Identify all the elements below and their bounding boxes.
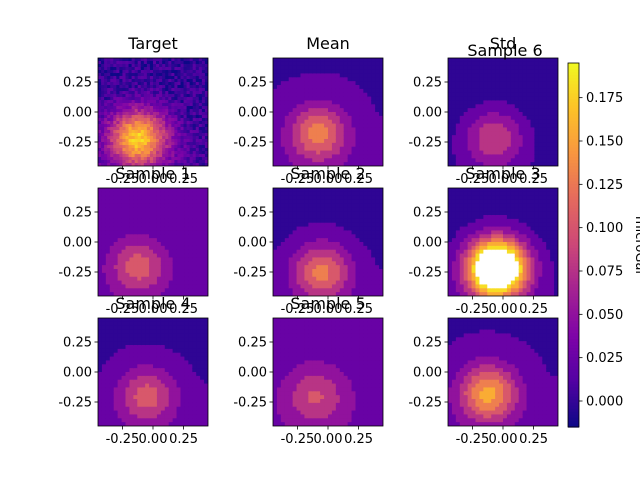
y-tick-label: 0.00 bbox=[413, 236, 442, 251]
x-tick-label: -0.25 bbox=[281, 432, 315, 447]
y-tick-label: 0.25 bbox=[238, 76, 267, 91]
y-tick-label: 0.25 bbox=[238, 336, 267, 351]
x-tick-label: 0.00 bbox=[139, 172, 168, 187]
x-tick-label: -0.25 bbox=[106, 302, 140, 317]
subplot-title: Mean bbox=[306, 34, 350, 53]
subplot-grid: 0.250.00-0.25-0.25 0.00 0.25Target0.250.00… bbox=[58, 34, 559, 447]
subplot-overlay-title: Sample 6 bbox=[467, 41, 542, 60]
x-tick-label: 0.25 bbox=[344, 172, 373, 187]
x-tick-label: -0.25 bbox=[106, 432, 140, 447]
x-tick-label: -0.25 bbox=[281, 172, 315, 187]
y-tick-label: 0.00 bbox=[413, 106, 442, 121]
x-tick-label: -0.25 bbox=[106, 172, 140, 187]
colorbar-tick-label: 0.025 bbox=[586, 351, 623, 366]
y-tick-label: -0.25 bbox=[58, 266, 92, 281]
x-tick-label: 0.25 bbox=[344, 432, 373, 447]
x-tick-label: 0.00 bbox=[489, 302, 518, 317]
y-tick-label: 0.00 bbox=[63, 366, 92, 381]
colorbar-tick-label: 0.000 bbox=[586, 395, 623, 410]
y-tick-label: 0.25 bbox=[63, 336, 92, 351]
subplot-title: Target bbox=[127, 34, 178, 53]
subplot-panel-9: 0.250.00-0.25-0.25 0.00 0.25 bbox=[408, 317, 559, 447]
heatmap-field bbox=[273, 188, 383, 296]
x-tick-label: -0.25 bbox=[456, 302, 490, 317]
x-tick-label: 0.25 bbox=[519, 172, 548, 187]
y-tick-label: 0.25 bbox=[63, 76, 92, 91]
y-tick-label: 0.00 bbox=[63, 106, 92, 121]
x-tick-label: 0.25 bbox=[519, 302, 548, 317]
y-tick-label: -0.25 bbox=[408, 266, 442, 281]
y-tick-label: -0.25 bbox=[58, 136, 92, 151]
x-tick-label: 0.00 bbox=[489, 172, 518, 187]
subplot-title: Sample 2 bbox=[290, 164, 365, 183]
y-tick-label: 0.25 bbox=[413, 336, 442, 351]
colorbar-tick-label: 0.175 bbox=[586, 91, 623, 106]
colorbar-gradient bbox=[568, 63, 579, 428]
colorbar-tick-label: 0.050 bbox=[586, 308, 623, 323]
colorbar-tick-label: 0.100 bbox=[586, 221, 623, 236]
heatmap-field bbox=[448, 318, 558, 426]
y-tick-label: -0.25 bbox=[233, 136, 267, 151]
x-tick-label: -0.25 bbox=[456, 172, 490, 187]
y-tick-label: -0.25 bbox=[408, 136, 442, 151]
y-tick-label: -0.25 bbox=[233, 266, 267, 281]
subplot-title: Sample 4 bbox=[115, 294, 190, 313]
x-tick-label: 0.00 bbox=[139, 302, 168, 317]
subplot-title: Sample 5 bbox=[290, 294, 365, 313]
heatmap-field bbox=[98, 58, 208, 166]
y-tick-label: 0.00 bbox=[413, 366, 442, 381]
y-tick-label: -0.25 bbox=[408, 396, 442, 411]
y-tick-label: 0.25 bbox=[413, 76, 442, 91]
y-tick-label: 0.25 bbox=[413, 206, 442, 221]
x-tick-label: 0.25 bbox=[169, 432, 198, 447]
x-tick-label: 0.00 bbox=[314, 432, 343, 447]
x-tick-label: -0.25 bbox=[456, 432, 490, 447]
heatmap-field bbox=[98, 318, 208, 426]
x-tick-label: 0.25 bbox=[519, 432, 548, 447]
x-tick-label: 0.00 bbox=[314, 302, 343, 317]
x-tick-label: 0.00 bbox=[489, 432, 518, 447]
x-tick-label: 0.25 bbox=[344, 302, 373, 317]
x-tick-label: -0.25 bbox=[281, 302, 315, 317]
colorbar-label: microGal bbox=[632, 216, 640, 274]
x-tick-label: 0.25 bbox=[169, 302, 198, 317]
y-tick-label: 0.00 bbox=[238, 236, 267, 251]
colorbar-tick-label: 0.075 bbox=[586, 265, 623, 280]
subplot-title: Sample 3 bbox=[465, 164, 540, 183]
heatmap-field bbox=[98, 188, 208, 296]
y-tick-label: -0.25 bbox=[233, 396, 267, 411]
x-tick-label: 0.00 bbox=[314, 172, 343, 187]
x-tick-label: 0.00 bbox=[139, 432, 168, 447]
colorbar-tick-label: 0.150 bbox=[586, 135, 623, 150]
x-tick-label: 0.25 bbox=[169, 172, 198, 187]
heatmap-field bbox=[273, 318, 383, 426]
colorbar: 0.175 0.150 0.125 0.100 0.075 0.050 0.025 0.000… bbox=[567, 62, 640, 428]
y-tick-label: -0.25 bbox=[58, 396, 92, 411]
y-tick-label: 0.25 bbox=[238, 206, 267, 221]
heatmap-field bbox=[448, 58, 558, 166]
heatmap-field bbox=[273, 58, 383, 166]
colorbar-tick-label: 0.125 bbox=[586, 178, 623, 193]
subplot-title: Sample 1 bbox=[115, 164, 190, 183]
colorbar-frame bbox=[567, 62, 580, 428]
y-tick-label: 0.00 bbox=[238, 106, 267, 121]
y-tick-label: 0.00 bbox=[63, 236, 92, 251]
y-tick-label: 0.00 bbox=[238, 366, 267, 381]
heatmap-field bbox=[448, 188, 558, 296]
y-tick-label: 0.25 bbox=[63, 206, 92, 221]
subplot-title: Std bbox=[490, 34, 517, 53]
